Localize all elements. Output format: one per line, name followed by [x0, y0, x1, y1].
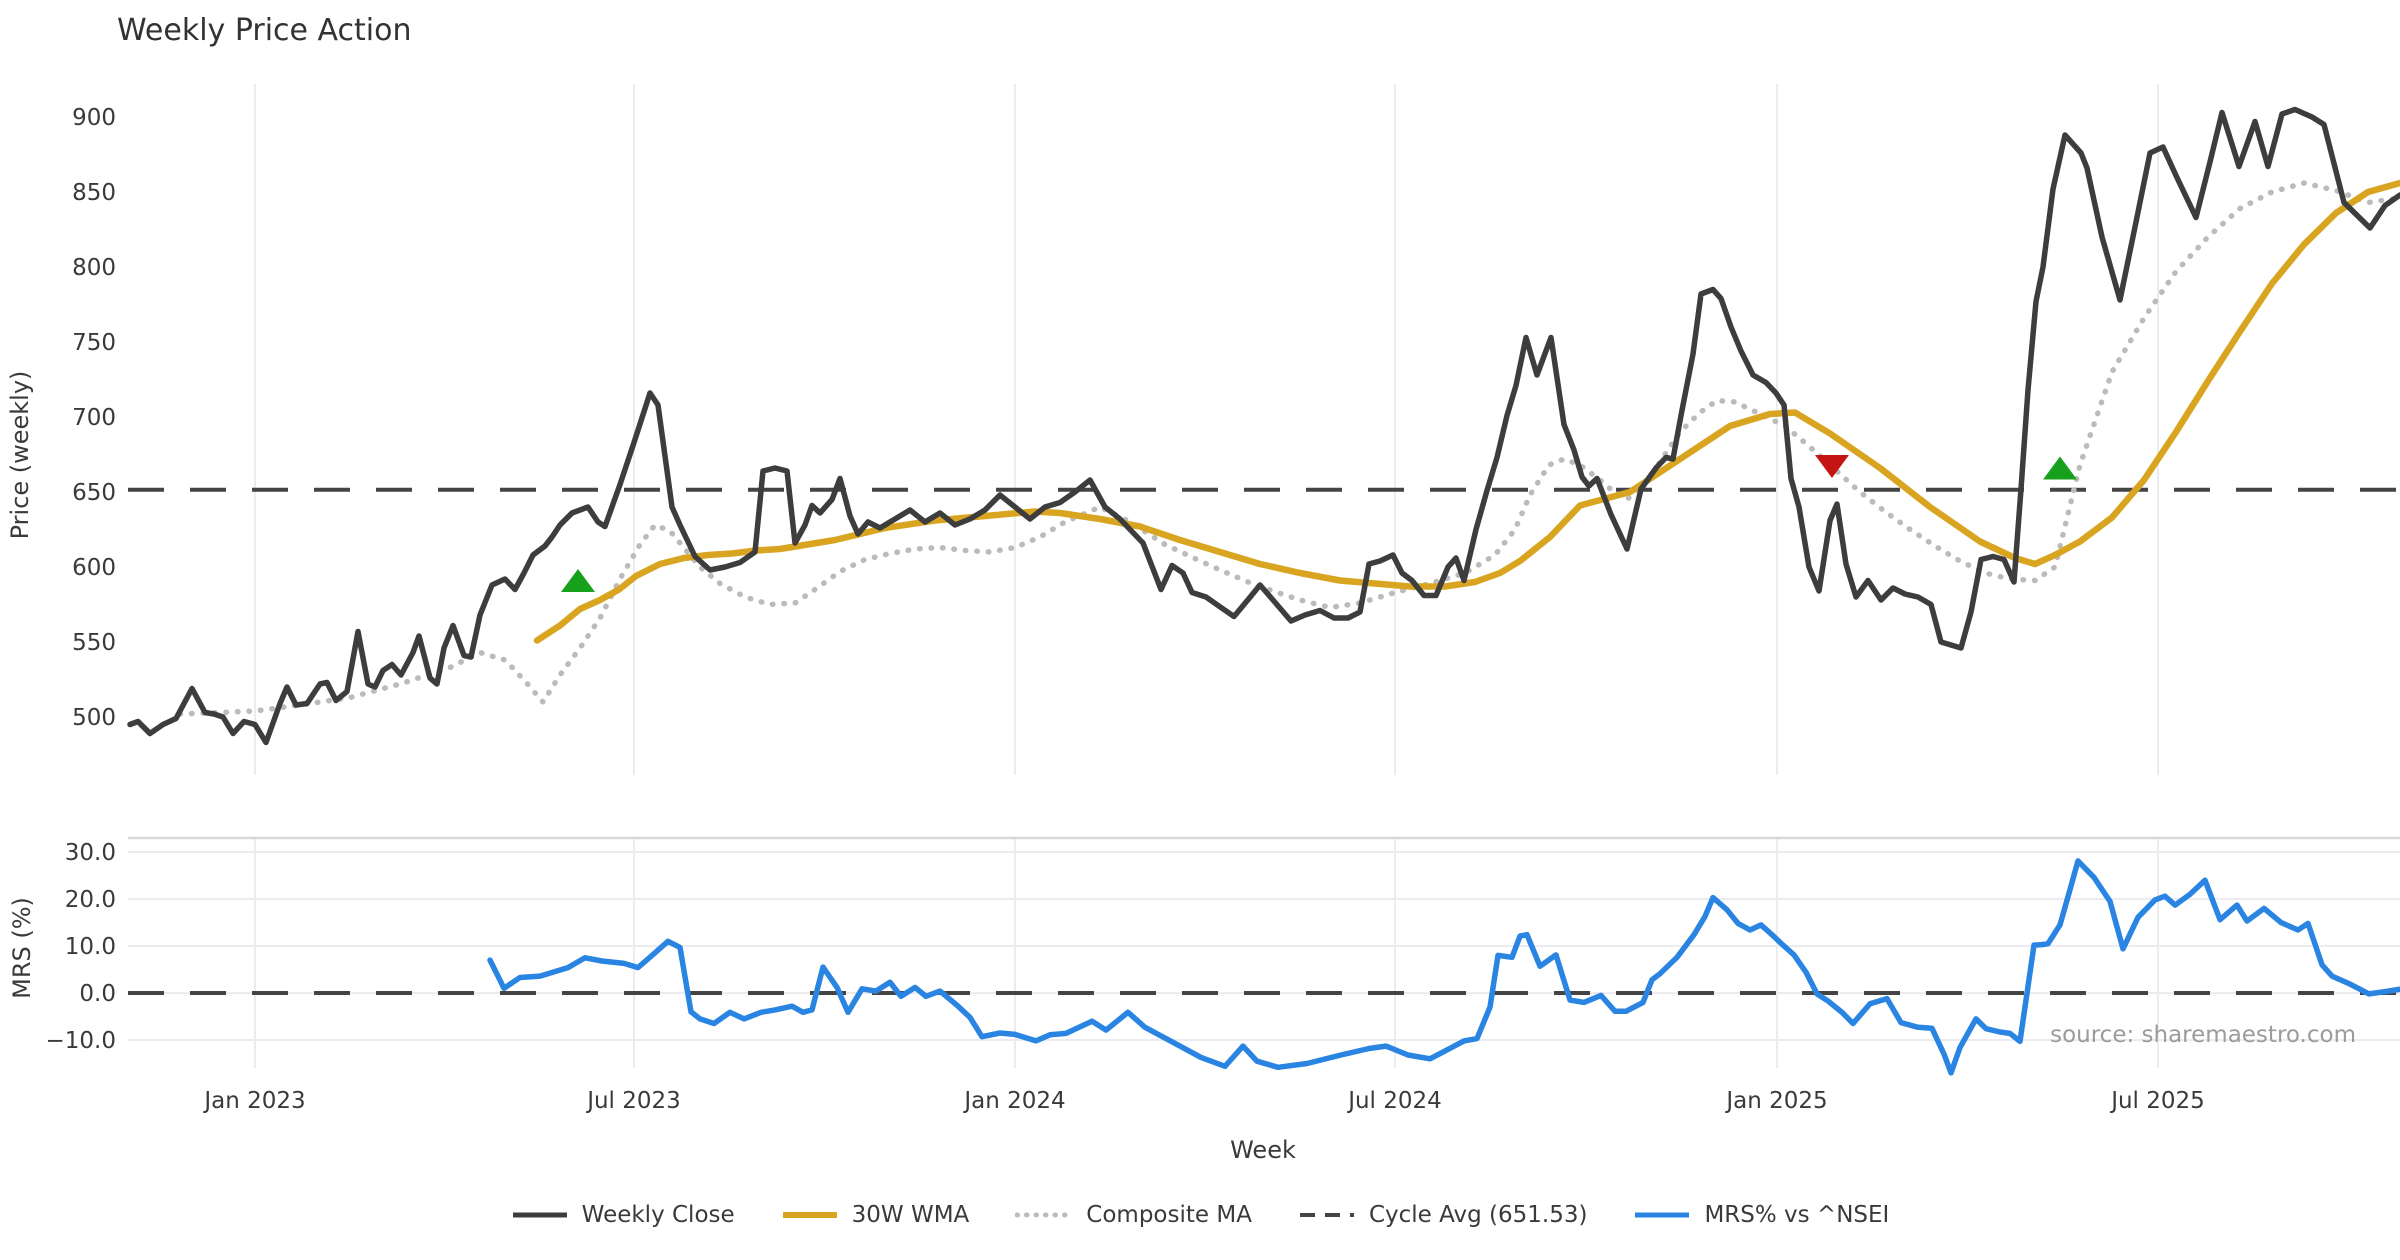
legend-swatch-dashed-line: [1299, 1213, 1354, 1217]
price-tick-label: 850: [72, 180, 116, 206]
legend-swatch-solid-line: [512, 1212, 567, 1218]
mrs-axis-label: MRS (%): [8, 897, 36, 999]
legend-label: 30W WMA: [851, 1202, 970, 1228]
mrs-tick-label: 0.0: [79, 981, 116, 1007]
x-tick-label: Jul 2023: [585, 1088, 681, 1114]
series-weekly-close: [127, 106, 2400, 746]
tick-labels: 500 550 600 650 700 750 800 850 900 30.0 20.0 10.0 0…: [46, 105, 2205, 1114]
legend-label: Weekly Close: [581, 1202, 735, 1228]
legend-item: 30W WMA: [781, 1202, 970, 1228]
x-tick-label: Jan 2023: [202, 1088, 305, 1114]
legend-label: Cycle Avg (651.53): [1368, 1202, 1588, 1228]
buy-signal-marker: [2043, 456, 2077, 480]
price-tick-label: 750: [72, 330, 116, 356]
series-composite-ma: [177, 180, 2400, 717]
price-axis-label: Price (weekly): [6, 371, 34, 540]
legend-label: MRS% vs ^NSEI: [1704, 1202, 1890, 1228]
mrs-tick-label: 20.0: [65, 887, 116, 913]
x-tick-label: Jan 2024: [962, 1088, 1065, 1114]
price-tick-label: 700: [72, 405, 116, 431]
price-tick-label: 900: [72, 105, 116, 131]
price-tick-label: 600: [72, 555, 116, 581]
price-tick-label: 550: [72, 630, 116, 656]
price-tick-label: 650: [72, 480, 116, 506]
legend-item: Weekly Close: [511, 1202, 735, 1228]
source-watermark: source: sharemaestro.com: [2050, 1022, 2356, 1048]
week-axis-label: Week: [1230, 1136, 1296, 1164]
legend-item: MRS% vs ^NSEI: [1633, 1202, 1889, 1228]
mrs-tick-label: 30.0: [65, 840, 116, 866]
price-tick-label: 800: [72, 255, 116, 281]
x-tick-label: Jul 2024: [1346, 1088, 1442, 1114]
x-tick-label: Jul 2025: [2109, 1088, 2205, 1114]
mrs-tick-label: 10.0: [65, 934, 116, 960]
mrs-tick-label: −10.0: [46, 1028, 116, 1054]
gridlines: [128, 84, 2400, 1068]
legend-label: Composite MA: [1086, 1202, 1252, 1228]
buy-signal-marker: [561, 569, 595, 592]
chart-legend: Weekly Close 30W WMA Composite MA Cycle Avg…: [0, 1202, 2400, 1228]
chart-title: Weekly Price Action: [117, 13, 412, 48]
legend-item: Composite MA: [1015, 1202, 1252, 1228]
series-mrs-vs-nsei: [487, 858, 2400, 1076]
x-tick-label: Jan 2025: [1724, 1088, 1827, 1114]
sell-signal-marker: [1815, 455, 1849, 478]
legend-swatch-dotted-line: [1015, 1212, 1074, 1218]
series-lines: [127, 106, 2400, 1076]
legend-item: Cycle Avg (651.53): [1298, 1202, 1588, 1228]
legend-swatch-solid-line: [1635, 1212, 1690, 1218]
signal-markers: [561, 455, 2077, 592]
legend-swatch-solid-line: [782, 1212, 837, 1218]
price-tick-label: 500: [72, 705, 116, 731]
series-30w-wma: [533, 179, 2400, 644]
